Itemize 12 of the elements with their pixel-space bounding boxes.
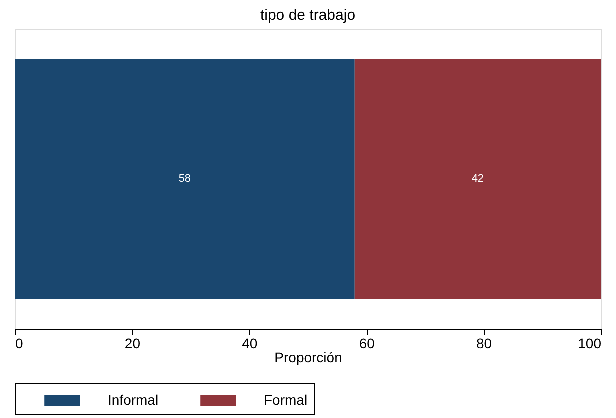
x-tick-label: 80 bbox=[476, 336, 492, 352]
chart-title: tipo de trabajo bbox=[260, 7, 356, 24]
legend-label: Formal bbox=[264, 392, 308, 408]
data-label: 58 bbox=[178, 173, 192, 185]
legend-label: Informal bbox=[108, 392, 159, 408]
x-tick-label: 20 bbox=[124, 336, 141, 352]
x-axis-title: Proporción bbox=[274, 350, 342, 366]
x-tick-label: 60 bbox=[359, 336, 376, 352]
data-label: 42 bbox=[472, 173, 484, 185]
x-tick-label: 100 bbox=[578, 336, 602, 352]
x-tick-label: 0 bbox=[16, 336, 24, 352]
x-tick-label: 40 bbox=[242, 336, 258, 352]
